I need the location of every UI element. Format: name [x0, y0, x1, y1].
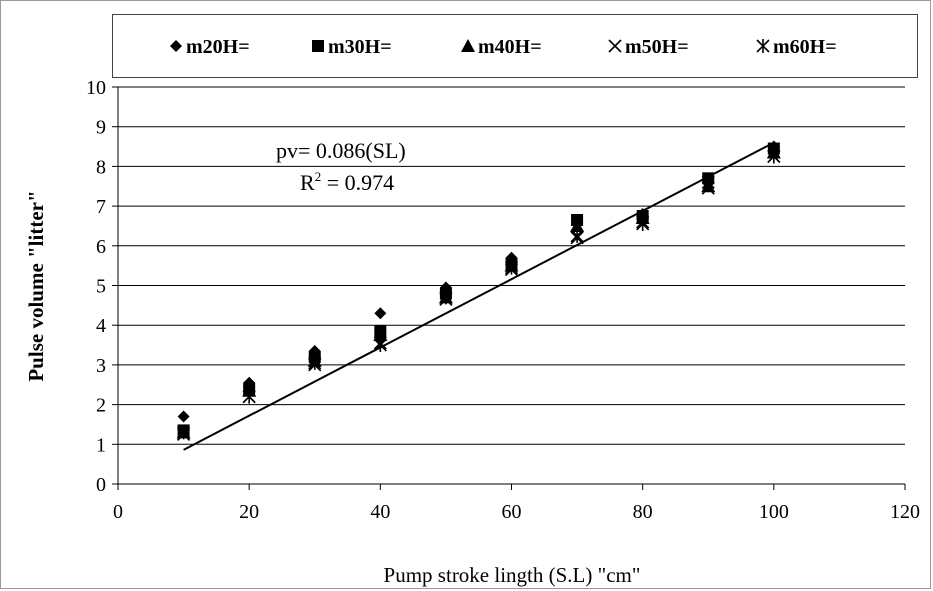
- y-axis-label: Pulse volume "litter": [24, 190, 48, 381]
- equation-annotation: pv= 0.086(SL): [276, 138, 406, 163]
- y-tick-label-1: 1: [96, 434, 106, 456]
- r2-prefix: R: [300, 170, 315, 195]
- point-s5-4: [439, 290, 453, 305]
- point-s5-6: [570, 228, 584, 243]
- trendline-group: [183, 141, 775, 451]
- r2-annotation: R2 = 0.974: [300, 169, 394, 195]
- point-s1-3: [374, 307, 387, 320]
- point-s5-7: [636, 216, 650, 231]
- x-tick-label-20: 20: [239, 501, 259, 523]
- y-tick-label-3: 3: [96, 355, 106, 377]
- gridlines: [118, 86, 905, 445]
- data-points: [176, 140, 781, 441]
- point-s1-0: [177, 410, 190, 423]
- legend: [112, 14, 918, 78]
- x-tick-label-40: 40: [370, 501, 390, 523]
- legend-marker-1: [170, 40, 182, 52]
- y-tick-label-9: 9: [96, 117, 106, 139]
- legend-label-5: m60H=: [773, 36, 837, 58]
- legend-label-4: m50H=: [625, 36, 689, 58]
- x-tick-labels: 0 20 40 60 80 100 120: [113, 501, 920, 523]
- point-s5-2: [308, 355, 322, 370]
- y-tick-label-6: 6: [96, 236, 106, 258]
- legend-marker-2: [312, 40, 324, 52]
- legend-label-1: m20H=: [186, 36, 250, 58]
- legend-marker-5: [756, 39, 770, 53]
- point-s5-5: [504, 260, 519, 275]
- x-tick-label-120: 120: [890, 501, 920, 523]
- legend-marker-3: [461, 39, 475, 52]
- point-s3-3: [373, 328, 388, 342]
- point-s5-9: [767, 149, 781, 164]
- y-tick-label-0: 0: [96, 474, 106, 496]
- y-tick-label-7: 7: [96, 196, 106, 218]
- x-tick-label-100: 100: [759, 501, 789, 523]
- y-tick-label-8: 8: [96, 156, 106, 178]
- point-s5-3: [373, 338, 387, 353]
- y-tick-label-2: 2: [96, 395, 106, 417]
- x-axis-label: Pump stroke lingth (S.L) "cm": [384, 563, 641, 587]
- axes: [112, 86, 906, 490]
- trendline: [183, 141, 775, 451]
- legend-marker-4: [608, 39, 622, 53]
- legend-label-2: m30H=: [328, 36, 392, 58]
- y-tick-label-10: 10: [86, 77, 106, 99]
- point-s5-0: [177, 425, 191, 440]
- point-s3-6: [570, 218, 585, 232]
- y-tick-label-5: 5: [96, 276, 106, 298]
- legend-entries: m20H= m30H= m40H= m50H= m60H=: [170, 36, 837, 58]
- r2-superscript: 2: [315, 169, 322, 184]
- y-tick-labels: 0 1 2 3 4 5 6 7 8 9 10: [86, 77, 106, 496]
- y-tick-label-4: 4: [96, 315, 106, 337]
- x-tick-label-0: 0: [113, 501, 123, 523]
- legend-label-3: m40H=: [478, 36, 542, 58]
- x-tick-label-80: 80: [633, 501, 653, 523]
- point-s5-8: [701, 175, 715, 190]
- point-s5-1: [242, 389, 256, 404]
- r2-value: = 0.974: [321, 170, 394, 195]
- x-tick-label-60: 60: [502, 501, 522, 523]
